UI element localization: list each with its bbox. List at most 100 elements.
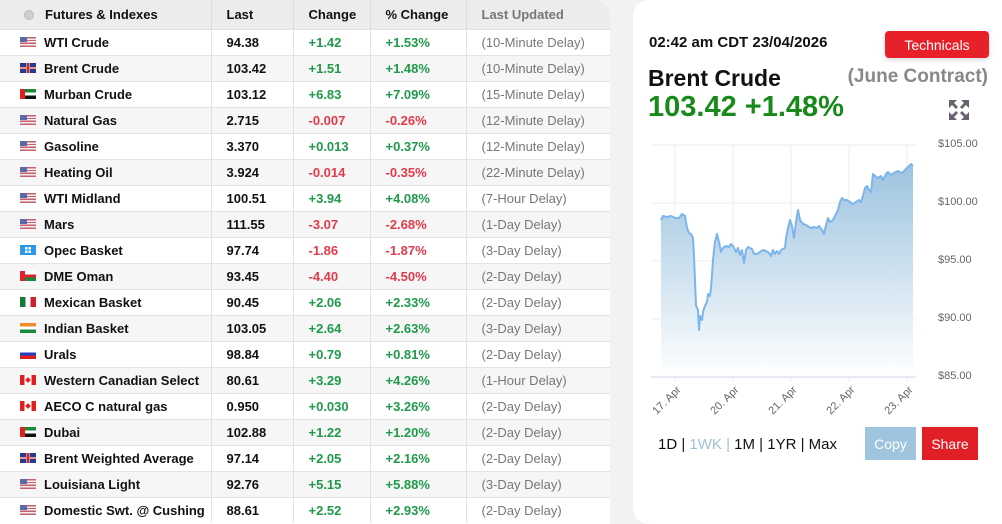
expand-fullscreen-icon[interactable] <box>949 100 969 120</box>
table-row[interactable]: WTI Crude 94.38 +1.42 +1.53% (10-Minute Dela… <box>0 28 610 55</box>
range-option-1d[interactable]: 1D <box>658 436 678 453</box>
pct-change-value: +2.16% <box>370 444 467 471</box>
table-row[interactable]: Western Canadian Select 80.61 +3.29 +4.26%(… <box>0 366 610 393</box>
range-separator: | <box>755 436 768 453</box>
pct-change-value: +2.33% <box>370 288 467 315</box>
table-row[interactable]: Mars 111.55 -3.07 -2.68% (1-Day Delay) <box>0 210 610 237</box>
instrument-name[interactable]: Dubai <box>44 424 81 440</box>
pct-change-value: +1.20% <box>370 418 467 445</box>
flag-us-icon <box>20 115 36 125</box>
table-row[interactable]: Urals 98.84 +0.79 +0.81% (2-Day Delay) <box>0 340 610 367</box>
table-row[interactable]: Indian Basket 103.05 +2.64 +2.63% (3-Day Del… <box>0 314 610 341</box>
price-chart[interactable]: $85.00 $90.00 $95.00 $100.00 $105.00 17. Apr… <box>633 130 1002 430</box>
table-row[interactable]: Mexican Basket 90.45 +2.06 +2.33% (2-Day Del… <box>0 288 610 315</box>
instrument-name[interactable]: Domestic Swt. @ Cushing <box>44 502 205 518</box>
instrument-cell[interactable]: AECO C natural gas <box>0 392 212 419</box>
flag-uk-icon <box>20 453 36 463</box>
instrument-name[interactable]: Opec Basket <box>44 242 123 258</box>
table-row[interactable]: AECO C natural gas 0.950 +0.030 +3.26% (2-Da… <box>0 392 610 419</box>
instrument-name[interactable]: Brent Crude <box>44 60 120 76</box>
quote-card: 02:42 am CDT 23/04/2026 Technicals Brent… <box>633 0 1002 524</box>
range-separator: | <box>677 436 690 453</box>
instrument-cell[interactable]: Urals <box>0 340 212 367</box>
table-row[interactable]: DME Oman 93.45 -4.40 -4.50% (2-Day Delay) <box>0 262 610 289</box>
instrument-name[interactable]: Mexican Basket <box>44 294 142 310</box>
instrument-cell[interactable]: Gasoline <box>0 132 212 159</box>
header-last[interactable]: Last <box>211 0 294 29</box>
instrument-cell[interactable]: Mars <box>0 210 212 237</box>
header-name[interactable]: Futures & Indexes <box>0 0 212 29</box>
share-button[interactable]: Share <box>922 427 978 460</box>
chart-area-fill <box>661 164 913 377</box>
instrument-name[interactable]: Mars <box>44 216 75 232</box>
last-updated: (7-Hour Delay) <box>466 184 610 211</box>
table-row[interactable]: Murban Crude 103.12 +6.83 +7.09% (15-Minute … <box>0 80 610 107</box>
instrument-cell[interactable]: WTI Midland <box>0 184 212 211</box>
last-updated: (3-Day Delay) <box>466 236 610 263</box>
instrument-cell[interactable]: Western Canadian Select <box>0 366 212 393</box>
pct-change-value: -2.68% <box>370 210 467 237</box>
instrument-cell[interactable]: Opec Basket <box>0 236 212 263</box>
table-row[interactable]: WTI Midland 100.51 +3.94 +4.08% (7-Hour Dela… <box>0 184 610 211</box>
instrument-name[interactable]: Gasoline <box>44 138 99 154</box>
last-price: 97.14 <box>211 444 294 471</box>
range-option-1wk[interactable]: 1WK <box>689 436 722 453</box>
table-row[interactable]: Dubai 102.88 +1.22 +1.20% (2-Day Delay) <box>0 418 610 445</box>
last-updated: (12-Minute Delay) <box>466 106 610 133</box>
instrument-name[interactable]: Murban Crude <box>44 86 133 102</box>
pct-change-value: +7.09% <box>370 80 467 107</box>
range-option-1m[interactable]: 1M <box>734 436 756 453</box>
table-row[interactable]: Brent Crude 103.42 +1.51 +1.48% (10-Minute D… <box>0 54 610 81</box>
pct-change-value: +3.26% <box>370 392 467 419</box>
instrument-name[interactable]: Brent Weighted Average <box>44 450 194 466</box>
instrument-name[interactable]: Western Canadian Select <box>44 372 200 388</box>
instrument-cell[interactable]: Natural Gas <box>0 106 212 133</box>
instrument-name[interactable]: Indian Basket <box>44 320 129 336</box>
pct-change-value: +5.88% <box>370 470 467 497</box>
table-row[interactable]: Louisiana Light 92.76 +5.15 +5.88% (3-Day De… <box>0 470 610 497</box>
pct-change-value: +2.63% <box>370 314 467 341</box>
instrument-cell[interactable]: Indian Basket <box>0 314 212 341</box>
range-option-max[interactable]: Max <box>808 436 838 453</box>
table-row[interactable]: Domestic Swt. @ Cushing 88.61 +2.52 +2.93%(… <box>0 496 610 523</box>
instrument-name[interactable]: Louisiana Light <box>44 476 141 492</box>
instrument-name[interactable]: DME Oman <box>44 268 114 284</box>
header-change[interactable]: Change <box>293 0 371 29</box>
copy-button[interactable]: Copy <box>865 427 916 460</box>
instrument-name[interactable]: Urals <box>44 346 77 362</box>
table-row[interactable]: Brent Weighted Average 97.14 +2.05 +2.16% (2… <box>0 444 610 471</box>
last-price: 92.76 <box>211 470 294 497</box>
instrument-cell[interactable]: Mexican Basket <box>0 288 212 315</box>
instrument-cell[interactable]: Domestic Swt. @ Cushing <box>0 496 212 523</box>
instrument-cell[interactable]: Brent Crude <box>0 54 212 81</box>
instrument-name[interactable]: Natural Gas <box>44 112 117 128</box>
instrument-name[interactable]: Heating Oil <box>44 164 113 180</box>
instrument-cell[interactable]: DME Oman <box>0 262 212 289</box>
flag-ca-icon <box>20 401 36 411</box>
instrument-cell[interactable]: Dubai <box>0 418 212 445</box>
instrument-name: Brent Crude <box>648 65 781 91</box>
flag-ae-icon <box>20 427 36 437</box>
range-separator: | <box>721 436 735 453</box>
flag-om-icon <box>20 271 36 281</box>
instrument-name[interactable]: WTI Crude <box>44 34 109 50</box>
table-row[interactable]: Natural Gas 2.715 -0.007 -0.26% (12-Minute D… <box>0 106 610 133</box>
flag-ca-icon <box>20 375 36 385</box>
last-price: 94.38 <box>211 28 294 55</box>
instrument-name[interactable]: WTI Midland <box>44 190 121 206</box>
table-row[interactable]: Heating Oil 3.924 -0.014 -0.35% (22-Minute D… <box>0 158 610 185</box>
instrument-cell[interactable]: Brent Weighted Average <box>0 444 212 471</box>
table-row[interactable]: Gasoline 3.370 +0.013 +0.37% (12-Minute Dela… <box>0 132 610 159</box>
instrument-cell[interactable]: WTI Crude <box>0 28 212 55</box>
instrument-cell[interactable]: Murban Crude <box>0 80 212 107</box>
table-row[interactable]: Opec Basket 97.74 -1.86 -1.87% (3-Day Delay) <box>0 236 610 263</box>
header-pct-change[interactable]: % Change <box>370 0 467 29</box>
pct-change-value: +0.81% <box>370 340 467 367</box>
flag-opec-icon <box>20 245 36 255</box>
instrument-name[interactable]: AECO C natural gas <box>44 398 168 414</box>
instrument-cell[interactable]: Louisiana Light <box>0 470 212 497</box>
technicals-button[interactable]: Technicals <box>885 31 989 58</box>
instrument-cell[interactable]: Heating Oil <box>0 158 212 185</box>
range-option-1yr[interactable]: 1YR <box>767 436 797 453</box>
flag-us-icon <box>20 193 36 203</box>
